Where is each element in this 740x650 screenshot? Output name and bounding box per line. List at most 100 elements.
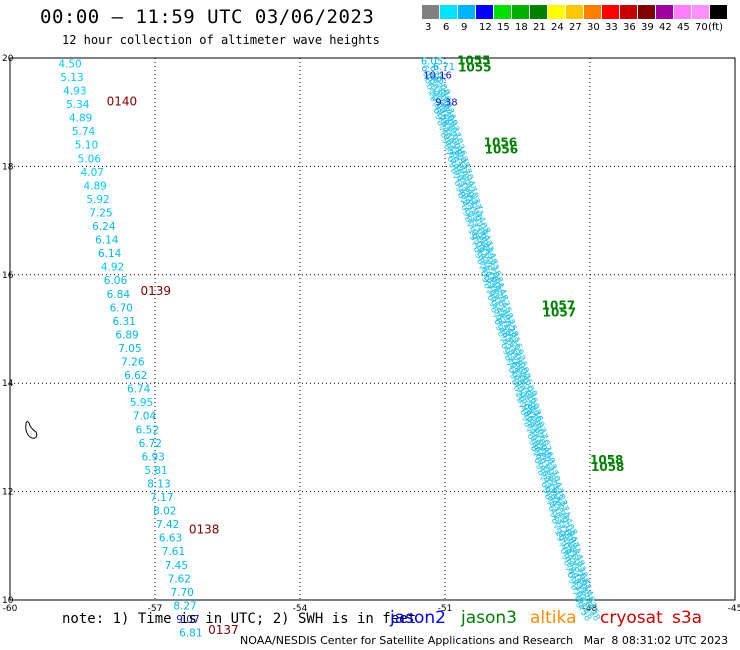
- swh-label: 6.31: [112, 316, 135, 328]
- swh-label: 6.14: [98, 248, 122, 260]
- chart-title: 00:00 – 11:59 UTC 03/06/2023: [40, 6, 375, 28]
- x-tick-label: -45: [728, 604, 740, 614]
- legend-swatch: [530, 5, 547, 19]
- legend-label: 15: [497, 22, 510, 33]
- y-tick-label: 12: [2, 488, 13, 498]
- satellite-altika: altika: [530, 608, 577, 628]
- swh-label: 8.13: [147, 478, 170, 490]
- time-label: 0137: [208, 623, 239, 637]
- legend-swatch: [476, 5, 493, 19]
- legend-swatch: [674, 5, 691, 19]
- swh-label: 6.74: [127, 384, 151, 396]
- swh-label: 5.81: [144, 465, 167, 477]
- legend-label: 36: [623, 22, 636, 33]
- x-tick-label: -57: [148, 604, 163, 614]
- legend-label: 18: [515, 22, 528, 33]
- time-label: 1055: [457, 53, 490, 67]
- legend-label: 24: [551, 22, 564, 33]
- y-tick-label: 20: [2, 54, 14, 64]
- legend-label: 70: [695, 22, 708, 33]
- footer-note: note: 1) Time is in UTC; 2) SWH is in fe…: [62, 611, 417, 627]
- swh-label: 5.10: [75, 140, 98, 152]
- swh-label: 6.72: [139, 438, 162, 450]
- satellite-tracks: 4.505.134.935.344.895.745.105.064.074.89…: [58, 53, 624, 639]
- legend-swatch: [440, 5, 457, 19]
- swh-label: 6.05: [421, 57, 443, 68]
- legend-label: (ft): [708, 22, 724, 33]
- swh-label: 6.89: [115, 329, 138, 341]
- y-tick-label: 14: [2, 379, 14, 389]
- swh-label: 5.34: [66, 99, 90, 111]
- swh-label: 6.70: [110, 302, 133, 314]
- swh-label: 7.42: [156, 519, 179, 531]
- time-label: 1058: [591, 460, 624, 474]
- legend-swatch: [458, 5, 475, 19]
- swh-label: 7.17: [150, 492, 173, 504]
- swh-label: 7.05: [118, 343, 141, 355]
- grid-lines: [10, 58, 735, 600]
- plot-frame: [9, 57, 736, 601]
- legend-swatch: [602, 5, 619, 19]
- swh-label: 6.93: [141, 451, 164, 463]
- swh-label: 7.25: [89, 207, 112, 219]
- legend-label: 39: [641, 22, 654, 33]
- swh-label: 4.89: [83, 180, 106, 192]
- legend-label: 3: [425, 22, 432, 33]
- legend-swatch: [566, 5, 583, 19]
- time-label: 0139: [141, 284, 172, 298]
- legend-swatch: [422, 5, 439, 19]
- time-label: 1056: [485, 143, 518, 157]
- legend-label: 21: [533, 22, 546, 33]
- swh-label: 7.62: [168, 573, 191, 585]
- y-tick-label: 16: [2, 271, 14, 281]
- time-label: 1058: [590, 453, 623, 467]
- swh-label: 4.92: [101, 262, 124, 274]
- legend-label: 9: [461, 22, 468, 33]
- x-tick-label: -54: [293, 604, 308, 614]
- legend-swatch: [638, 5, 655, 19]
- swh-label: 8.27: [173, 600, 196, 612]
- time-label: 1056: [484, 136, 517, 150]
- legend-swatch: [710, 5, 727, 19]
- legend-swatch: [512, 5, 529, 19]
- swh-label: 5.92: [86, 194, 109, 206]
- coastline: [25, 421, 38, 439]
- time-label: 0138: [189, 523, 220, 537]
- x-tick-label: -48: [583, 604, 598, 614]
- swh-label: 6.84: [107, 289, 131, 301]
- swh-label: 4.07: [81, 167, 104, 179]
- swh-label: 5.13: [60, 72, 83, 84]
- time-label: 1057: [542, 298, 575, 312]
- swh-label: 6.06: [104, 275, 128, 287]
- swh-label: 6.52: [136, 424, 159, 436]
- swh-label: 7.45: [165, 560, 188, 572]
- legend-swatch: [620, 5, 637, 19]
- y-tick-label: 10: [2, 596, 14, 606]
- swh-label: 9.38: [435, 97, 457, 108]
- legend-label: 12: [479, 22, 492, 33]
- time-label: 1057: [543, 305, 576, 319]
- legend-swatch: [692, 5, 709, 19]
- time-label: 1055: [458, 60, 491, 74]
- swh-label: 6.81: [179, 628, 202, 640]
- legend-label: 6: [443, 22, 450, 33]
- satellite-cryosat: cryosat: [600, 608, 663, 628]
- swh-label: 7.70: [170, 587, 193, 599]
- island-outline: [25, 421, 38, 439]
- swh-label: 7.26: [121, 357, 145, 369]
- swh-label: 6.71: [433, 62, 455, 73]
- footer-credit: NOAA/NESDIS Center for Satellite Applica…: [240, 634, 729, 647]
- swh-label: 4.50: [58, 58, 81, 70]
- time-label: 0140: [107, 94, 138, 108]
- y-tick-label: 18: [2, 162, 14, 172]
- swh-label: 6.24: [92, 221, 116, 233]
- swh-label: 5.06: [78, 153, 102, 165]
- satellite-s3a: s3a: [672, 608, 703, 628]
- legend-label: 45: [677, 22, 690, 33]
- legend-label: 42: [659, 22, 672, 33]
- legend-label: 33: [605, 22, 618, 33]
- chart-subtitle: 12 hour collection of altimeter wave hei…: [62, 33, 380, 47]
- swh-label: 9.07: [176, 614, 199, 626]
